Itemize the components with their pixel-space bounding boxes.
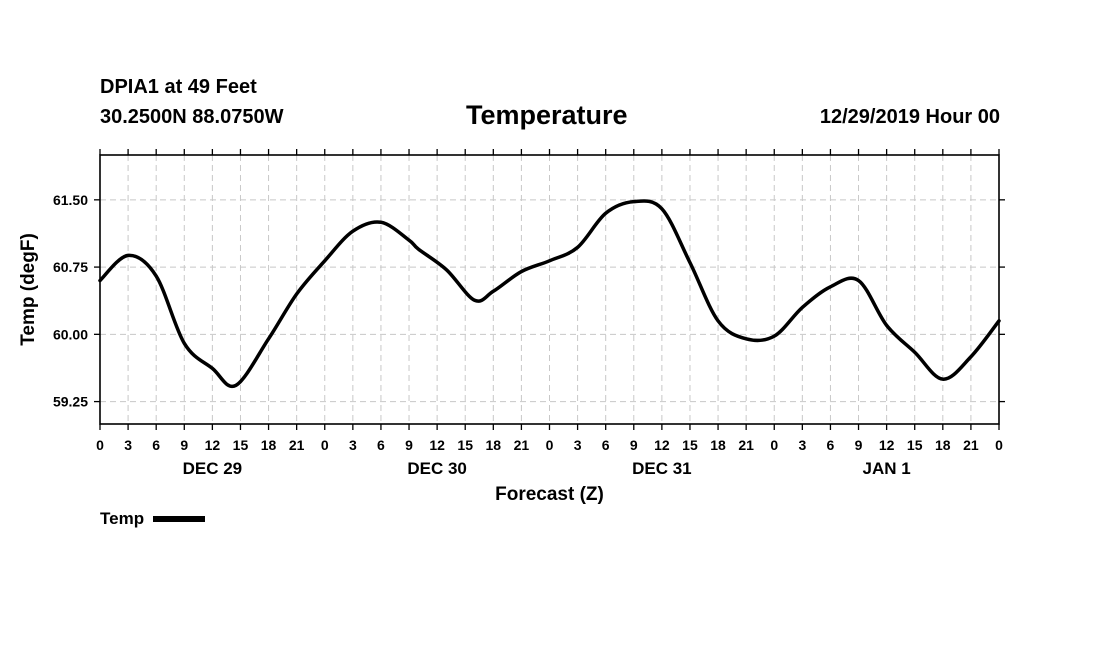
x-tick-label: 9 — [405, 437, 413, 453]
x-tick-label: 6 — [152, 437, 160, 453]
x-tick-label: 18 — [261, 437, 277, 453]
day-label: DEC 30 — [407, 459, 467, 478]
day-label: DEC 31 — [632, 459, 692, 478]
legend-line-swatch — [153, 516, 206, 522]
x-tick-label: 6 — [377, 437, 385, 453]
x-tick-label: 0 — [321, 437, 329, 453]
x-tick-label: 12 — [429, 437, 445, 453]
x-tick-label: 12 — [654, 437, 670, 453]
x-tick-label: 3 — [574, 437, 582, 453]
x-tick-label: 0 — [96, 437, 104, 453]
y-tick-label: 60.75 — [53, 259, 88, 275]
x-tick-label: 18 — [710, 437, 726, 453]
x-tick-label: 21 — [514, 437, 530, 453]
plot-frame — [99, 154, 1000, 425]
legend: Temp — [100, 509, 206, 529]
temp-series-line — [98, 199, 1001, 389]
x-tick-label: 15 — [682, 437, 698, 453]
y-axis-label: Temp (degF) — [18, 233, 39, 346]
x-tick-label: 9 — [180, 437, 188, 453]
x-tick-label: 21 — [738, 437, 754, 453]
x-tick-label: 15 — [907, 437, 923, 453]
x-tick-label: 21 — [289, 437, 305, 453]
day-label: JAN 1 — [863, 459, 911, 478]
x-tick-label: 15 — [233, 437, 249, 453]
run-time-label: 12/29/2019 Hour 00 — [819, 106, 1000, 128]
chart-title: Temperature — [466, 100, 628, 130]
x-tick-label: 3 — [124, 437, 132, 453]
x-tick-label: 9 — [855, 437, 863, 453]
y-tick-label: 59.25 — [53, 394, 88, 410]
x-tick-label: 3 — [798, 437, 806, 453]
x-tick-label: 6 — [827, 437, 835, 453]
x-tick-label: 0 — [546, 437, 554, 453]
x-tick-label: 0 — [995, 437, 1003, 453]
x-tick-label: 18 — [935, 437, 951, 453]
y-tick-label: 60.00 — [53, 326, 88, 342]
x-tick-label: 12 — [205, 437, 221, 453]
x-tick-label: 9 — [630, 437, 638, 453]
coordinates-label: 30.2500N 88.0750W — [100, 106, 284, 128]
legend-label: Temp — [100, 509, 145, 528]
x-tick-label: 18 — [486, 437, 502, 453]
x-tick-label: 6 — [602, 437, 610, 453]
day-label: DEC 29 — [183, 459, 243, 478]
x-tick-label: 15 — [457, 437, 473, 453]
y-tick-label: 61.50 — [53, 192, 88, 208]
x-tick-label: 12 — [879, 437, 895, 453]
x-tick-label: 3 — [349, 437, 357, 453]
x-tick-label: 0 — [770, 437, 778, 453]
station-label: DPIA1 at 49 Feet — [100, 76, 257, 98]
x-tick-label: 21 — [963, 437, 979, 453]
x-axis-label: Forecast (Z) — [495, 484, 604, 505]
